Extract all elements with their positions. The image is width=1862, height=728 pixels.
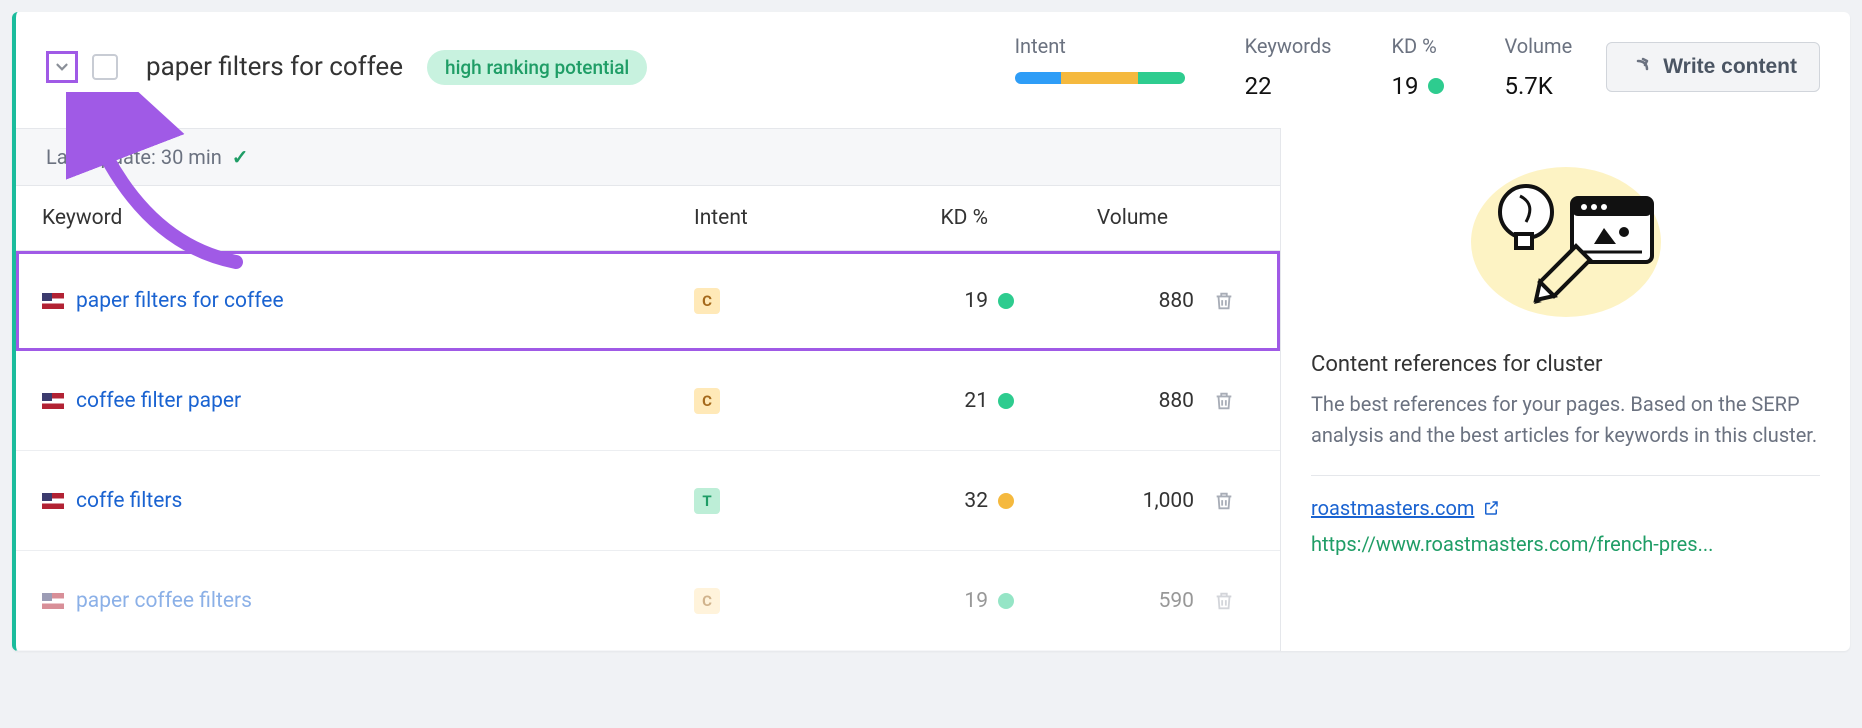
cluster-header: paper filters for coffee high ranking po… [16,12,1850,128]
references-title: Content references for cluster [1311,352,1820,377]
kd-dot-icon [998,393,1014,409]
table-row[interactable]: paper filters for coffee C 19880 [16,251,1280,351]
check-icon: ✓ [232,145,249,169]
metric-intent-label: Intent [1015,34,1185,58]
keyword-link[interactable]: paper coffee filters [76,589,252,613]
kd-dot-icon [998,493,1014,509]
keyword-cell: paper coffee filters [42,589,694,613]
sort-icon [996,209,1014,227]
cluster-metrics: Intent Keywords 22 KD % 19 Volume [1015,34,1573,100]
keyword-cell: paper filters for coffee [42,289,694,313]
last-update-text: Last update: 30 min [46,145,222,169]
metric-kd-value: 19 [1391,72,1444,100]
delete-cell [1194,390,1254,412]
col-kd-label: KD % [940,206,988,230]
metric-volume-label: Volume [1504,34,1572,58]
table-header: Keyword Intent KD % Volume [16,186,1280,251]
flag-us-icon [42,593,64,609]
intent-badge: C [694,388,720,414]
trash-icon[interactable] [1213,290,1235,312]
metric-intent: Intent [1015,34,1185,84]
volume-cell: 590 [1014,589,1194,613]
intent-cell: T [694,488,834,514]
intent-cell: C [694,588,834,614]
delete-cell [1194,290,1254,312]
keyword-link[interactable]: paper filters for coffee [76,289,284,313]
write-content-label: Write content [1663,55,1797,79]
metric-keywords-label: Keywords [1245,34,1332,58]
write-content-button[interactable]: Write content [1606,42,1820,92]
metric-kd-number: 19 [1391,72,1418,100]
metric-volume-value: 5.7K [1504,72,1572,100]
kd-dot-icon [998,593,1014,609]
kd-dot-icon [1428,78,1444,94]
sort-icon [1176,209,1194,227]
reference-url[interactable]: https://www.roastmasters.com/french-pres… [1311,532,1820,556]
kd-cell: 19 [834,589,1014,613]
collapse-toggle[interactable] [46,51,78,83]
last-update-bar: Last update: 30 min ✓ [16,128,1280,186]
table-row[interactable]: paper coffee filters C 19590 [16,551,1280,651]
keyword-table-section: Last update: 30 min ✓ Keyword Intent KD … [16,128,1280,651]
keyword-cell: coffe filters [42,489,694,513]
intent-cell: C [694,288,834,314]
panel-body: Last update: 30 min ✓ Keyword Intent KD … [16,128,1850,651]
trash-icon[interactable] [1213,590,1235,612]
trash-icon[interactable] [1213,390,1235,412]
external-link-icon [1482,499,1500,517]
references-illustration [1311,152,1820,322]
reference-domain-text: roastmasters.com [1311,496,1474,520]
metric-kd: KD % 19 [1391,34,1444,100]
volume-cell: 880 [1014,289,1194,313]
kd-cell: 21 [834,389,1014,413]
col-kd[interactable]: KD % [834,206,1014,230]
flag-us-icon [42,293,64,309]
kd-dot-icon [998,293,1014,309]
intent-badge: C [694,588,720,614]
volume-cell: 1,000 [1014,489,1194,513]
table-row[interactable]: coffe filters T 321,000 [16,451,1280,551]
intent-segment-2 [1061,72,1138,84]
potential-badge: high ranking potential [427,50,647,85]
references-description: The best references for your pages. Base… [1311,389,1820,451]
intent-cell: C [694,388,834,414]
flag-us-icon [42,493,64,509]
volume-cell: 880 [1014,389,1194,413]
cluster-title: paper filters for coffee [146,52,403,82]
kd-cell: 19 [834,289,1014,313]
metric-volume: Volume 5.7K [1504,34,1572,100]
col-volume-label: Volume [1097,206,1168,230]
metric-keywords-value: 22 [1245,72,1332,100]
table-row[interactable]: coffee filter paper C 21880 [16,351,1280,451]
col-intent[interactable]: Intent [694,206,834,230]
keyword-link[interactable]: coffe filters [76,489,182,513]
kd-cell: 32 [834,489,1014,513]
intent-badge: T [694,488,720,514]
col-keyword[interactable]: Keyword [42,206,694,230]
delete-cell [1194,490,1254,512]
arrow-forward-icon [1629,55,1653,79]
intent-bar [1015,72,1185,84]
intent-badge: C [694,288,720,314]
intent-segment-3 [1138,72,1184,84]
col-volume[interactable]: Volume [1014,206,1194,230]
reference-domain-link[interactable]: roastmasters.com [1311,475,1820,520]
metric-kd-label: KD % [1391,34,1444,58]
intent-segment-1 [1015,72,1061,84]
keyword-cluster-panel: paper filters for coffee high ranking po… [12,12,1850,651]
metric-keywords: Keywords 22 [1245,34,1332,100]
chevron-down-icon [53,58,71,76]
keyword-link[interactable]: coffee filter paper [76,389,241,413]
keyword-cell: coffee filter paper [42,389,694,413]
delete-cell [1194,590,1254,612]
trash-icon[interactable] [1213,490,1235,512]
flag-us-icon [42,393,64,409]
select-cluster-checkbox[interactable] [92,54,118,80]
references-sidebar: Content references for cluster The best … [1280,128,1850,651]
